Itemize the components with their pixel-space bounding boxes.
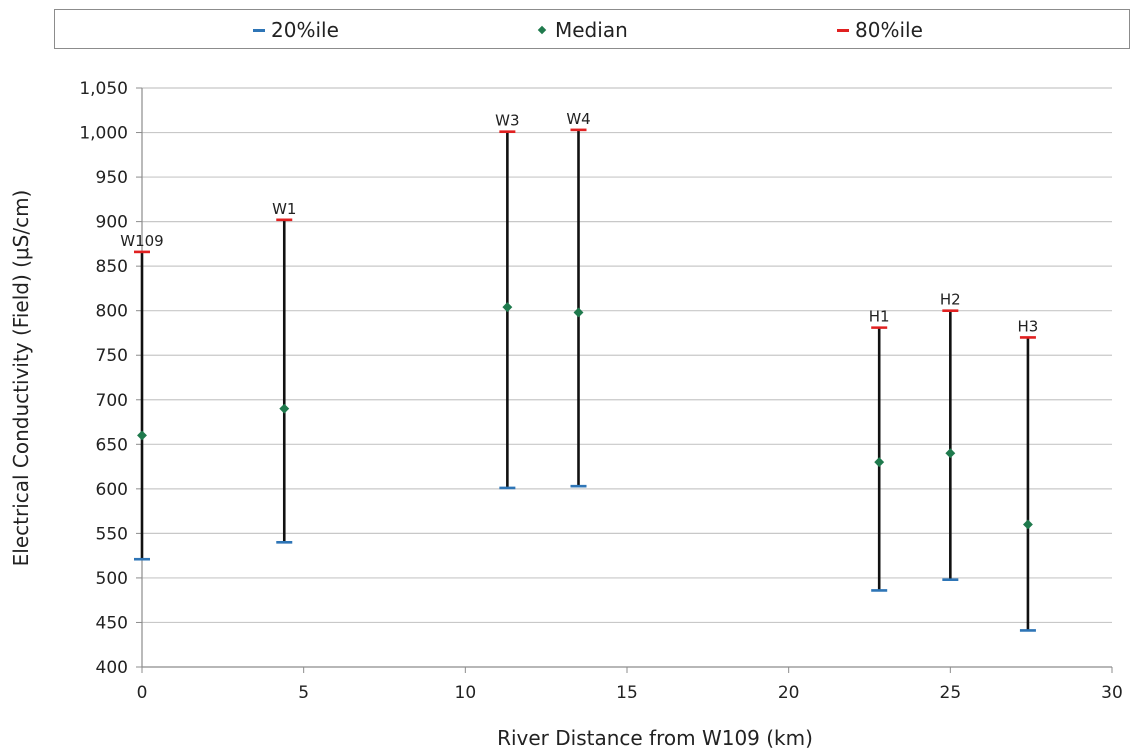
median-point-W3 <box>502 302 513 313</box>
y-tick-label: 700 <box>96 391 128 411</box>
y-tick-label: 500 <box>96 569 128 589</box>
median-point-W1 <box>279 403 290 414</box>
y-tick-label: 950 <box>96 168 128 188</box>
legend-item-80pct: 80%ile <box>837 18 923 42</box>
y-tick-label: 650 <box>96 435 128 455</box>
axes <box>136 87 1113 673</box>
median-point-H2 <box>945 448 956 459</box>
median-point-W109 <box>137 430 147 441</box>
series: W109 W1 W3 W4 H1 H2 H3 <box>120 110 1039 632</box>
x-tick-label: 5 <box>298 683 309 703</box>
median-point-H1 <box>874 457 885 468</box>
site-label-W1: W1 <box>272 200 296 218</box>
site-label-W3: W3 <box>495 112 519 130</box>
site-label-W4: W4 <box>566 110 590 128</box>
x-tick-label: 0 <box>137 683 148 703</box>
y-tick-label: 850 <box>96 257 128 277</box>
x-axis-title: River Distance from W109 (km) <box>497 726 813 750</box>
x-tick-label: 30 <box>1101 683 1123 703</box>
y-tick-label: 600 <box>96 480 128 500</box>
y-tick-label: 1,000 <box>79 124 128 144</box>
legend-label-20pct: 20%ile <box>271 18 339 42</box>
legend-marker-20pct <box>253 28 265 32</box>
y-tick-label: 800 <box>96 302 128 322</box>
site-label-W109: W109 <box>120 232 163 250</box>
x-tick-label: 15 <box>616 683 638 703</box>
x-tick-label: 20 <box>778 683 800 703</box>
legend-label-80pct: 80%ile <box>855 18 923 42</box>
median-point-W4 <box>573 307 584 318</box>
tick-labels: 400 450 500 550 600 650 700 750 800 850 900 950 1,00… <box>79 79 1122 703</box>
y-tick-label: 1,050 <box>79 79 128 99</box>
legend-label-median: Median <box>555 18 628 42</box>
median-point-H3 <box>1022 519 1033 530</box>
x-tick-label: 25 <box>940 683 962 703</box>
y-tick-label: 400 <box>96 658 128 678</box>
site-label-H2: H2 <box>940 291 961 309</box>
legend-item-median: Median <box>537 18 628 42</box>
y-tick-label: 900 <box>96 213 128 233</box>
y-tick-label: 550 <box>96 524 128 544</box>
legend-marker-80pct <box>837 28 849 32</box>
y-axis-title: Electrical Conductivity (Field) (μS/cm) <box>9 190 33 567</box>
legend-item-20pct: 20%ile <box>253 18 339 42</box>
x-tick-label: 10 <box>455 683 477 703</box>
y-tick-label: 450 <box>96 613 128 633</box>
legend: 20%ile Median 80%ile <box>54 9 1130 49</box>
y-tick-label: 750 <box>96 346 128 366</box>
site-label-H3: H3 <box>1018 317 1039 335</box>
site-label-H1: H1 <box>869 308 890 326</box>
